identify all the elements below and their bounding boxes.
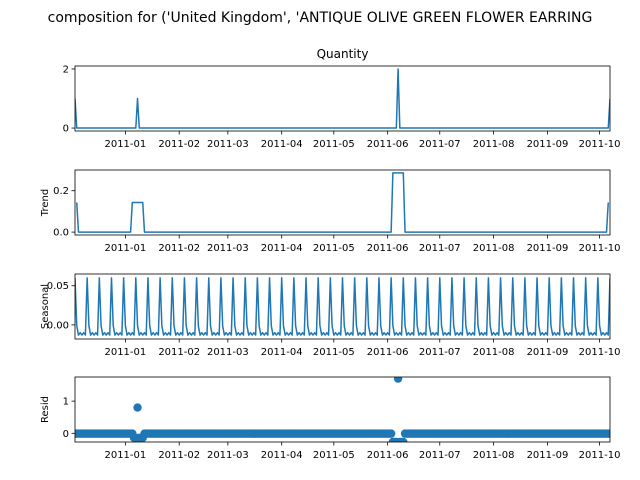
- resid-point: [386, 429, 396, 438]
- x-tick-label: 2011-08: [473, 243, 515, 254]
- x-tick-label: 2011-03: [207, 347, 249, 358]
- axes-frame: [74, 376, 611, 443]
- x-tick-label: 2011-06: [367, 347, 409, 358]
- series-line: [75, 68, 610, 129]
- x-tick-label: 2011-07: [419, 347, 461, 358]
- x-tick-label: 2011-05: [313, 243, 355, 254]
- x-tick-label: 2011-02: [158, 243, 200, 254]
- x-tick-label: 2011-08: [473, 450, 515, 461]
- resid-point: [393, 377, 403, 383]
- x-tick-label: 2011-02: [158, 347, 200, 358]
- x-tick-label: 2011-09: [527, 450, 569, 461]
- y-tick-label: 0.2: [53, 186, 69, 197]
- x-tick-label: 2011-06: [367, 450, 409, 461]
- y-axis-label: Trend: [40, 189, 51, 217]
- resid-point: [133, 403, 142, 412]
- y-axis-label: Seasonal: [40, 284, 51, 329]
- x-tick-label: 2011-05: [313, 139, 355, 150]
- x-tick-label: 2011-05: [313, 450, 355, 461]
- panel-4: Resid 0 1 2011-01 2011-02 2011-03 2011-04 2011-…: [40, 376, 621, 461]
- x-tick-label: 2011-09: [527, 243, 569, 254]
- x-tick-label: 2011-02: [158, 450, 200, 461]
- x-tick-label: 2011-10: [579, 347, 621, 358]
- x-tick-label: 2011-10: [579, 139, 621, 150]
- x-tick-label: 2011-07: [419, 243, 461, 254]
- y-tick-label: 0.00: [47, 320, 69, 331]
- y-tick-label: 0: [63, 429, 69, 440]
- series-line: [75, 172, 610, 233]
- x-tick-label: 2011-10: [579, 243, 621, 254]
- x-tick-label: 2011-03: [207, 450, 249, 461]
- x-tick-label: 2011-09: [527, 139, 569, 150]
- x-tick-label: 2011-04: [261, 450, 303, 461]
- x-tick-label: 2011-08: [473, 139, 515, 150]
- x-tick-label: 2011-06: [367, 139, 409, 150]
- x-tick-label: 2011-08: [473, 347, 515, 358]
- resid-point: [605, 429, 610, 438]
- y-tick-label: 1: [63, 397, 69, 408]
- resid-point: [399, 437, 408, 442]
- y-tick-label: 0.0: [53, 228, 69, 239]
- x-tick-label: 2011-03: [207, 139, 249, 150]
- x-tick-label: 2011-04: [261, 243, 303, 254]
- y-axis-label: Resid: [40, 396, 51, 423]
- x-tick-label: 2011-07: [419, 139, 461, 150]
- axes-frame: [74, 65, 611, 132]
- seasonal-line: [75, 277, 610, 336]
- x-tick-label: 2011-01: [104, 347, 146, 358]
- y-tick-label: 2: [63, 64, 69, 75]
- x-tick-label: 2011-09: [527, 347, 569, 358]
- x-tick-label: 2011-04: [261, 347, 303, 358]
- x-tick-label: 2011-01: [104, 450, 146, 461]
- x-tick-label: 2011-05: [313, 347, 355, 358]
- axes-frame: [74, 169, 611, 236]
- x-tick-label: 2011-07: [419, 450, 461, 461]
- axes-frame: [74, 273, 611, 340]
- x-tick-label: 2011-06: [367, 243, 409, 254]
- x-tick-label: 2011-10: [579, 450, 621, 461]
- y-tick-label: 0.05: [47, 281, 69, 292]
- x-tick-label: 2011-04: [261, 139, 303, 150]
- panel-1: Quantity 0 2 2011-01 2011-02 2011-03 2011-04 20…: [63, 47, 621, 150]
- y-tick-label: 0: [63, 124, 69, 135]
- figure-suptitle: composition for ('United Kingdom', 'ANTI…: [48, 10, 593, 26]
- x-tick-label: 2011-03: [207, 243, 249, 254]
- x-tick-label: 2011-01: [104, 243, 146, 254]
- panel-title: Quantity: [317, 47, 369, 61]
- x-tick-label: 2011-02: [158, 139, 200, 150]
- x-tick-label: 2011-01: [104, 139, 146, 150]
